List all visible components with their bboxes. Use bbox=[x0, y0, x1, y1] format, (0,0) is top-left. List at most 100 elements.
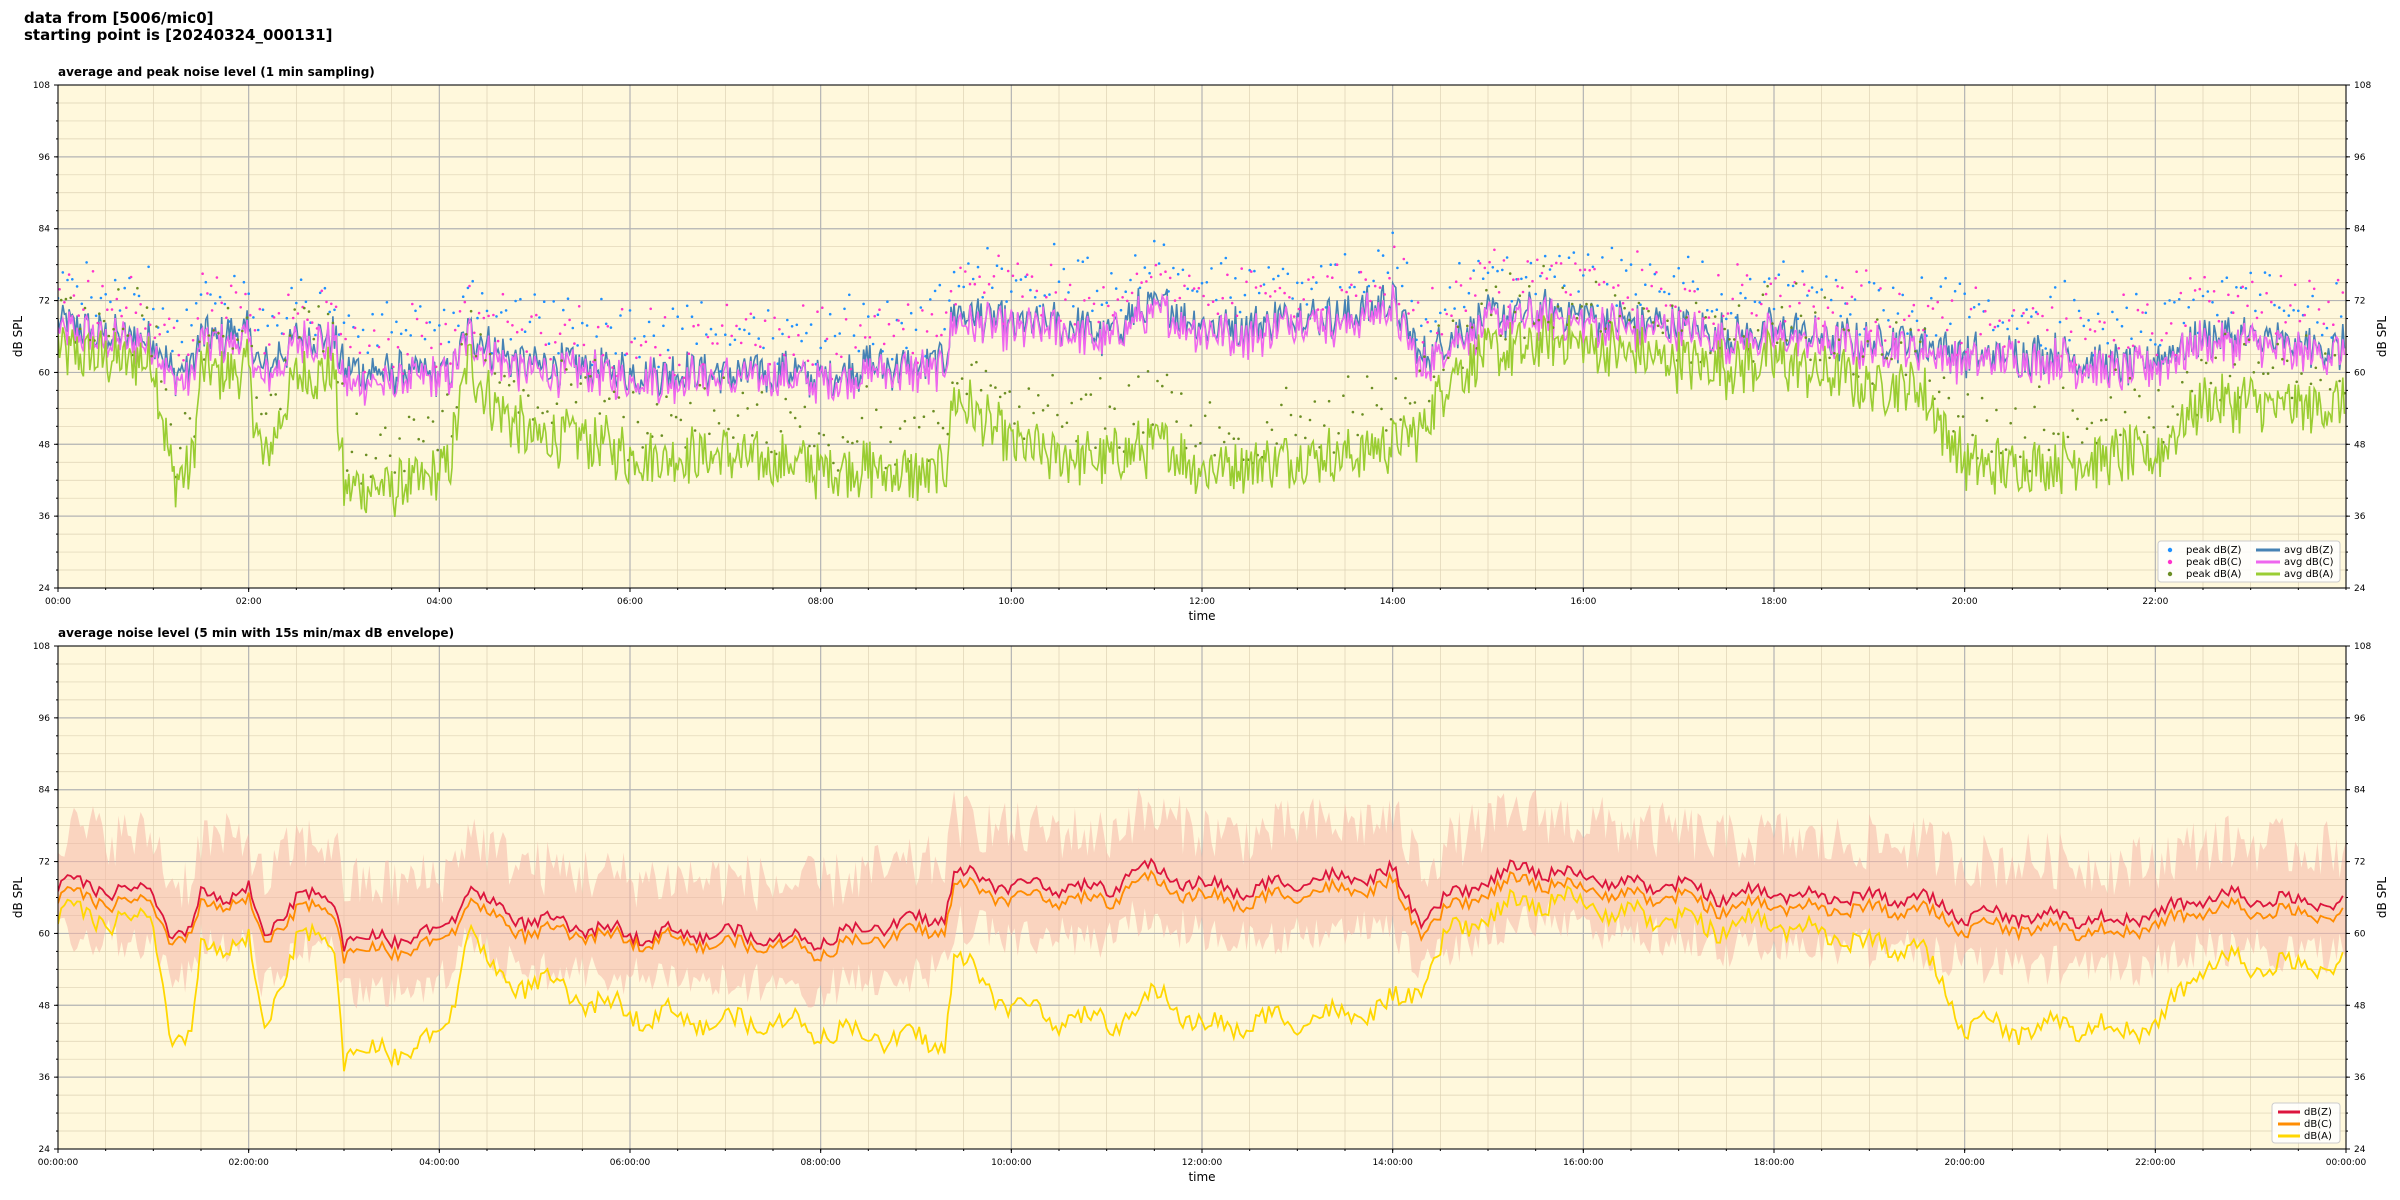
legend-marker bbox=[2167, 559, 2173, 565]
peak-point bbox=[2325, 326, 2329, 330]
peak-point bbox=[1335, 263, 1339, 267]
peak-point bbox=[507, 383, 511, 387]
peak-point bbox=[1618, 314, 1622, 318]
peak-point bbox=[342, 321, 346, 325]
peak-point bbox=[160, 380, 163, 383]
peak-point bbox=[158, 333, 161, 336]
peak-point bbox=[1969, 307, 1973, 311]
peak-point bbox=[1706, 308, 1709, 312]
peak-point bbox=[1815, 290, 1819, 294]
peak-point bbox=[851, 441, 854, 445]
peak-point bbox=[1299, 415, 1302, 418]
peak-point bbox=[1321, 308, 1325, 311]
peak-point bbox=[557, 352, 560, 355]
peak-point bbox=[328, 310, 332, 314]
peak-point bbox=[2044, 347, 2047, 350]
peak-point bbox=[1493, 248, 1496, 252]
peak-point bbox=[1350, 283, 1353, 287]
peak-point bbox=[1210, 267, 1213, 270]
peak-point bbox=[341, 382, 344, 385]
peak-point bbox=[1326, 275, 1329, 278]
peak-point bbox=[2052, 432, 2055, 435]
peak-point bbox=[304, 300, 308, 304]
peak-point bbox=[2133, 388, 2136, 392]
peak-point bbox=[884, 466, 888, 470]
peak-point bbox=[724, 333, 727, 337]
peak-point bbox=[1974, 286, 1978, 290]
peak-point bbox=[2139, 330, 2143, 334]
peak-point bbox=[1269, 295, 1272, 298]
peak-point bbox=[107, 334, 111, 338]
peak-point bbox=[1823, 296, 1827, 299]
peak-point bbox=[164, 388, 168, 391]
peak-point bbox=[1222, 440, 1226, 444]
peak-point bbox=[368, 344, 371, 348]
peak-point bbox=[542, 300, 546, 304]
peak-point bbox=[1000, 267, 1004, 271]
peak-point bbox=[1296, 281, 1299, 285]
peak-point bbox=[64, 297, 68, 301]
peak-point bbox=[2100, 418, 2103, 422]
peak-point bbox=[817, 432, 821, 435]
peak-point bbox=[161, 307, 165, 310]
peak-point bbox=[558, 332, 562, 336]
peak-point bbox=[1305, 303, 1309, 306]
x-tick-label: 02:00 bbox=[236, 597, 262, 607]
peak-point bbox=[1899, 341, 1903, 344]
peak-point bbox=[1858, 333, 1862, 336]
plot-series bbox=[58, 787, 2346, 1072]
peak-point bbox=[1226, 273, 1229, 277]
peak-point bbox=[2058, 320, 2062, 324]
peak-point bbox=[134, 311, 138, 315]
peak-point bbox=[166, 330, 169, 334]
peak-point bbox=[951, 381, 954, 385]
peak-point bbox=[1526, 260, 1529, 263]
peak-point bbox=[1208, 401, 1212, 404]
peak-point bbox=[1834, 278, 1838, 282]
peak-point bbox=[2041, 314, 2044, 318]
peak-point bbox=[636, 420, 640, 424]
peak-point bbox=[523, 330, 527, 334]
peak-point bbox=[2046, 328, 2049, 332]
peak-point bbox=[2073, 298, 2076, 302]
peak-point bbox=[936, 421, 940, 425]
peak-point bbox=[2087, 319, 2090, 322]
peak-point bbox=[1369, 299, 1372, 303]
peak-point bbox=[439, 342, 443, 346]
peak-point bbox=[2266, 372, 2270, 375]
peak-point bbox=[1836, 285, 1839, 288]
peak-point bbox=[1615, 304, 1618, 307]
peak-point bbox=[1580, 305, 1583, 308]
peak-point bbox=[2305, 334, 2308, 337]
peak-point bbox=[1240, 267, 1243, 270]
peak-point bbox=[2084, 337, 2087, 341]
peak-point bbox=[1572, 251, 1576, 254]
peak-point bbox=[2028, 469, 2032, 473]
peak-point bbox=[2184, 324, 2187, 328]
peak-point bbox=[1769, 282, 1773, 286]
peak-point bbox=[2077, 309, 2081, 313]
peak-point bbox=[903, 419, 907, 423]
peak-point bbox=[2252, 371, 2256, 374]
peak-point bbox=[971, 277, 975, 281]
peak-point bbox=[2071, 409, 2074, 412]
peak-point bbox=[1186, 287, 1189, 291]
peak-point bbox=[662, 324, 665, 328]
y-tick-label-right: 48 bbox=[2354, 440, 2366, 450]
peak-point bbox=[2053, 286, 2057, 289]
peak-point bbox=[2177, 298, 2181, 301]
peak-point bbox=[2160, 339, 2163, 342]
peak-point bbox=[2120, 324, 2124, 328]
peak-point bbox=[576, 344, 579, 347]
peak-point bbox=[1558, 254, 1561, 258]
peak-point bbox=[291, 316, 295, 320]
peak-point bbox=[1790, 326, 1793, 329]
peak-point bbox=[1076, 259, 1080, 262]
peak-point bbox=[1448, 286, 1452, 289]
peak-point bbox=[2117, 347, 2121, 350]
peak-point bbox=[747, 332, 751, 336]
peak-point bbox=[849, 367, 853, 371]
peak-point bbox=[1887, 319, 1890, 322]
peak-point bbox=[1489, 313, 1493, 317]
peak-point bbox=[129, 275, 133, 279]
